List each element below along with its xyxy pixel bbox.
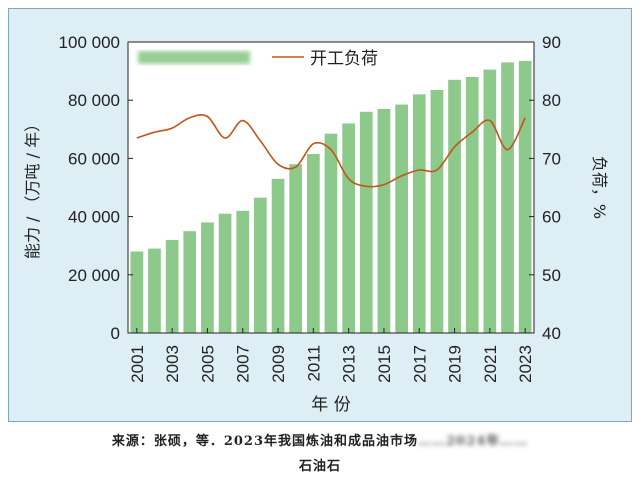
- bar-2023: [518, 60, 532, 334]
- x-tick-label: 2017: [410, 345, 429, 383]
- x-tick-label: 2021: [481, 345, 500, 383]
- bar-2004: [183, 231, 197, 333]
- bar-2013: [342, 123, 355, 333]
- right-tick-label: 80: [542, 91, 561, 110]
- bar-2003: [165, 239, 179, 333]
- left-tick-label: 0: [111, 324, 120, 343]
- right-tick-label: 90: [542, 33, 561, 52]
- bar-2008: [254, 197, 267, 333]
- left-tick-label: 20 000: [68, 266, 120, 285]
- x-tick-label: 2001: [128, 345, 147, 383]
- x-tick-label: 2005: [198, 345, 217, 383]
- x-tick-label: 2015: [375, 345, 394, 383]
- plot-frame: [127, 41, 535, 334]
- bar-2017: [412, 94, 426, 334]
- x-tick-label: 2003: [163, 345, 182, 383]
- bar-2022: [501, 62, 514, 334]
- bar-2001: [130, 251, 144, 333]
- left-tick-label: 100 000: [59, 33, 120, 52]
- bar-2010: [289, 164, 302, 333]
- bar-2012: [324, 133, 338, 333]
- source-text: 来源：张硕，等．2023年我国炼油和成品油市场: [111, 434, 418, 449]
- bar-2021: [483, 69, 497, 333]
- bar-2019: [448, 79, 461, 333]
- capacity-load-chart: 0 20 000 40 000 60 000 80 000 100 000 40 50 60 70…: [23, 33, 609, 415]
- source-note-line-1: 来源：张硕，等．2023年我国炼油和成品油市场……2024年……: [0, 430, 640, 449]
- bar-2018: [430, 90, 444, 333]
- right-tick-label: 50: [542, 266, 561, 285]
- left-tick-label: 80 000: [68, 91, 120, 110]
- right-axis-title: 负荷，%: [590, 156, 609, 219]
- source-text-2: 石油石: [298, 459, 341, 474]
- bar-2020: [465, 76, 479, 334]
- x-tick-label: 2011: [304, 345, 323, 382]
- bar-2016: [395, 104, 408, 333]
- source-text-blurred: ……2024年……: [418, 434, 529, 449]
- bar-2009: [271, 178, 285, 333]
- legend-line-label: 开工负荷: [310, 49, 378, 69]
- legend-bar-swatch: [138, 51, 250, 64]
- right-tick-label: 60: [542, 208, 561, 227]
- right-tick-label: 70: [542, 149, 561, 168]
- load-line: [136, 114, 526, 188]
- bar-2015: [377, 108, 391, 334]
- source-note-line-2: 石油石: [0, 455, 640, 474]
- left-tick-label: 40 000: [68, 208, 120, 227]
- bar-2005: [201, 222, 214, 333]
- x-tick-label: 2023: [516, 345, 535, 383]
- right-tick-label: 40: [542, 324, 561, 343]
- left-axis-title: 能力 / （万吨 / 年）: [23, 116, 42, 259]
- bar-2014: [359, 111, 373, 333]
- bar-2006: [218, 213, 232, 333]
- bar-2002: [148, 248, 161, 333]
- x-tick-label: 2013: [340, 345, 359, 383]
- x-axis-title: 年 份: [311, 395, 350, 415]
- left-tick-label: 60 000: [68, 149, 120, 168]
- bar-2011: [307, 154, 320, 333]
- x-tick-label: 2007: [234, 345, 253, 383]
- bar-2007: [236, 210, 250, 333]
- x-tick-label: 2009: [269, 345, 288, 383]
- x-tick-label: 2019: [446, 345, 465, 383]
